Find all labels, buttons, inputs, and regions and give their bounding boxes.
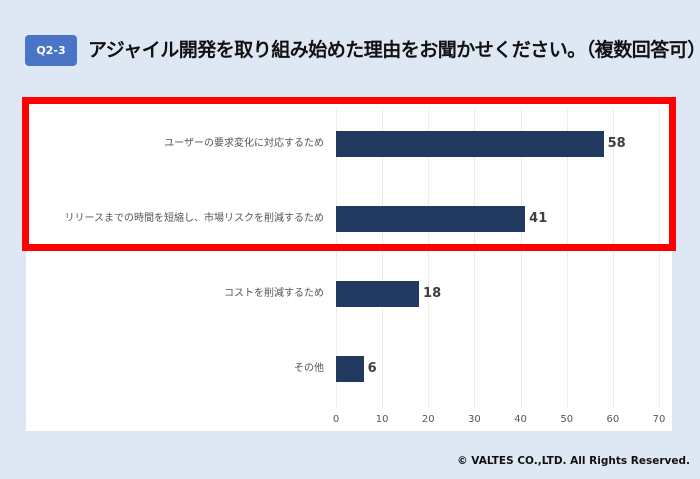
gridline xyxy=(474,108,476,408)
category-label: コストを削減するため xyxy=(224,288,324,299)
category-label: リリースまでの時間を短縮し、市場リスクを削減するため xyxy=(64,213,325,224)
gridline xyxy=(520,108,522,408)
question-badge: Q2-3 xyxy=(25,35,77,66)
category-label: その他 xyxy=(294,363,324,374)
x-tick: 0 xyxy=(332,414,340,425)
x-tick: 50 xyxy=(560,414,574,425)
gridline xyxy=(566,108,568,408)
gridline xyxy=(336,108,337,408)
bar xyxy=(336,131,604,157)
highlight-box xyxy=(22,97,676,251)
x-tick: 10 xyxy=(375,414,389,425)
data-label: 41 xyxy=(529,211,548,226)
gridline xyxy=(428,108,430,408)
copyright: © VALTES CO.,LTD. All Rights Reserved. xyxy=(457,455,690,467)
data-label: 6 xyxy=(367,361,377,376)
page-title: アジャイル開発を取り組み始めた理由をお聞かせください。（複数回答可） xyxy=(88,39,700,61)
x-tick: 30 xyxy=(468,414,481,425)
x-tick: 20 xyxy=(421,414,435,425)
x-tick: 70 xyxy=(652,414,666,425)
data-label: 18 xyxy=(423,286,442,301)
gridline xyxy=(659,108,660,408)
gridline xyxy=(612,108,614,408)
x-tick: 40 xyxy=(514,414,527,425)
bar xyxy=(336,281,420,307)
gridline xyxy=(382,108,384,408)
bar xyxy=(336,356,364,382)
bar xyxy=(336,206,526,232)
x-tick: 60 xyxy=(606,414,620,425)
data-label: 58 xyxy=(607,136,626,151)
category-label: ユーザーの要求変化に対応するため xyxy=(164,138,324,149)
